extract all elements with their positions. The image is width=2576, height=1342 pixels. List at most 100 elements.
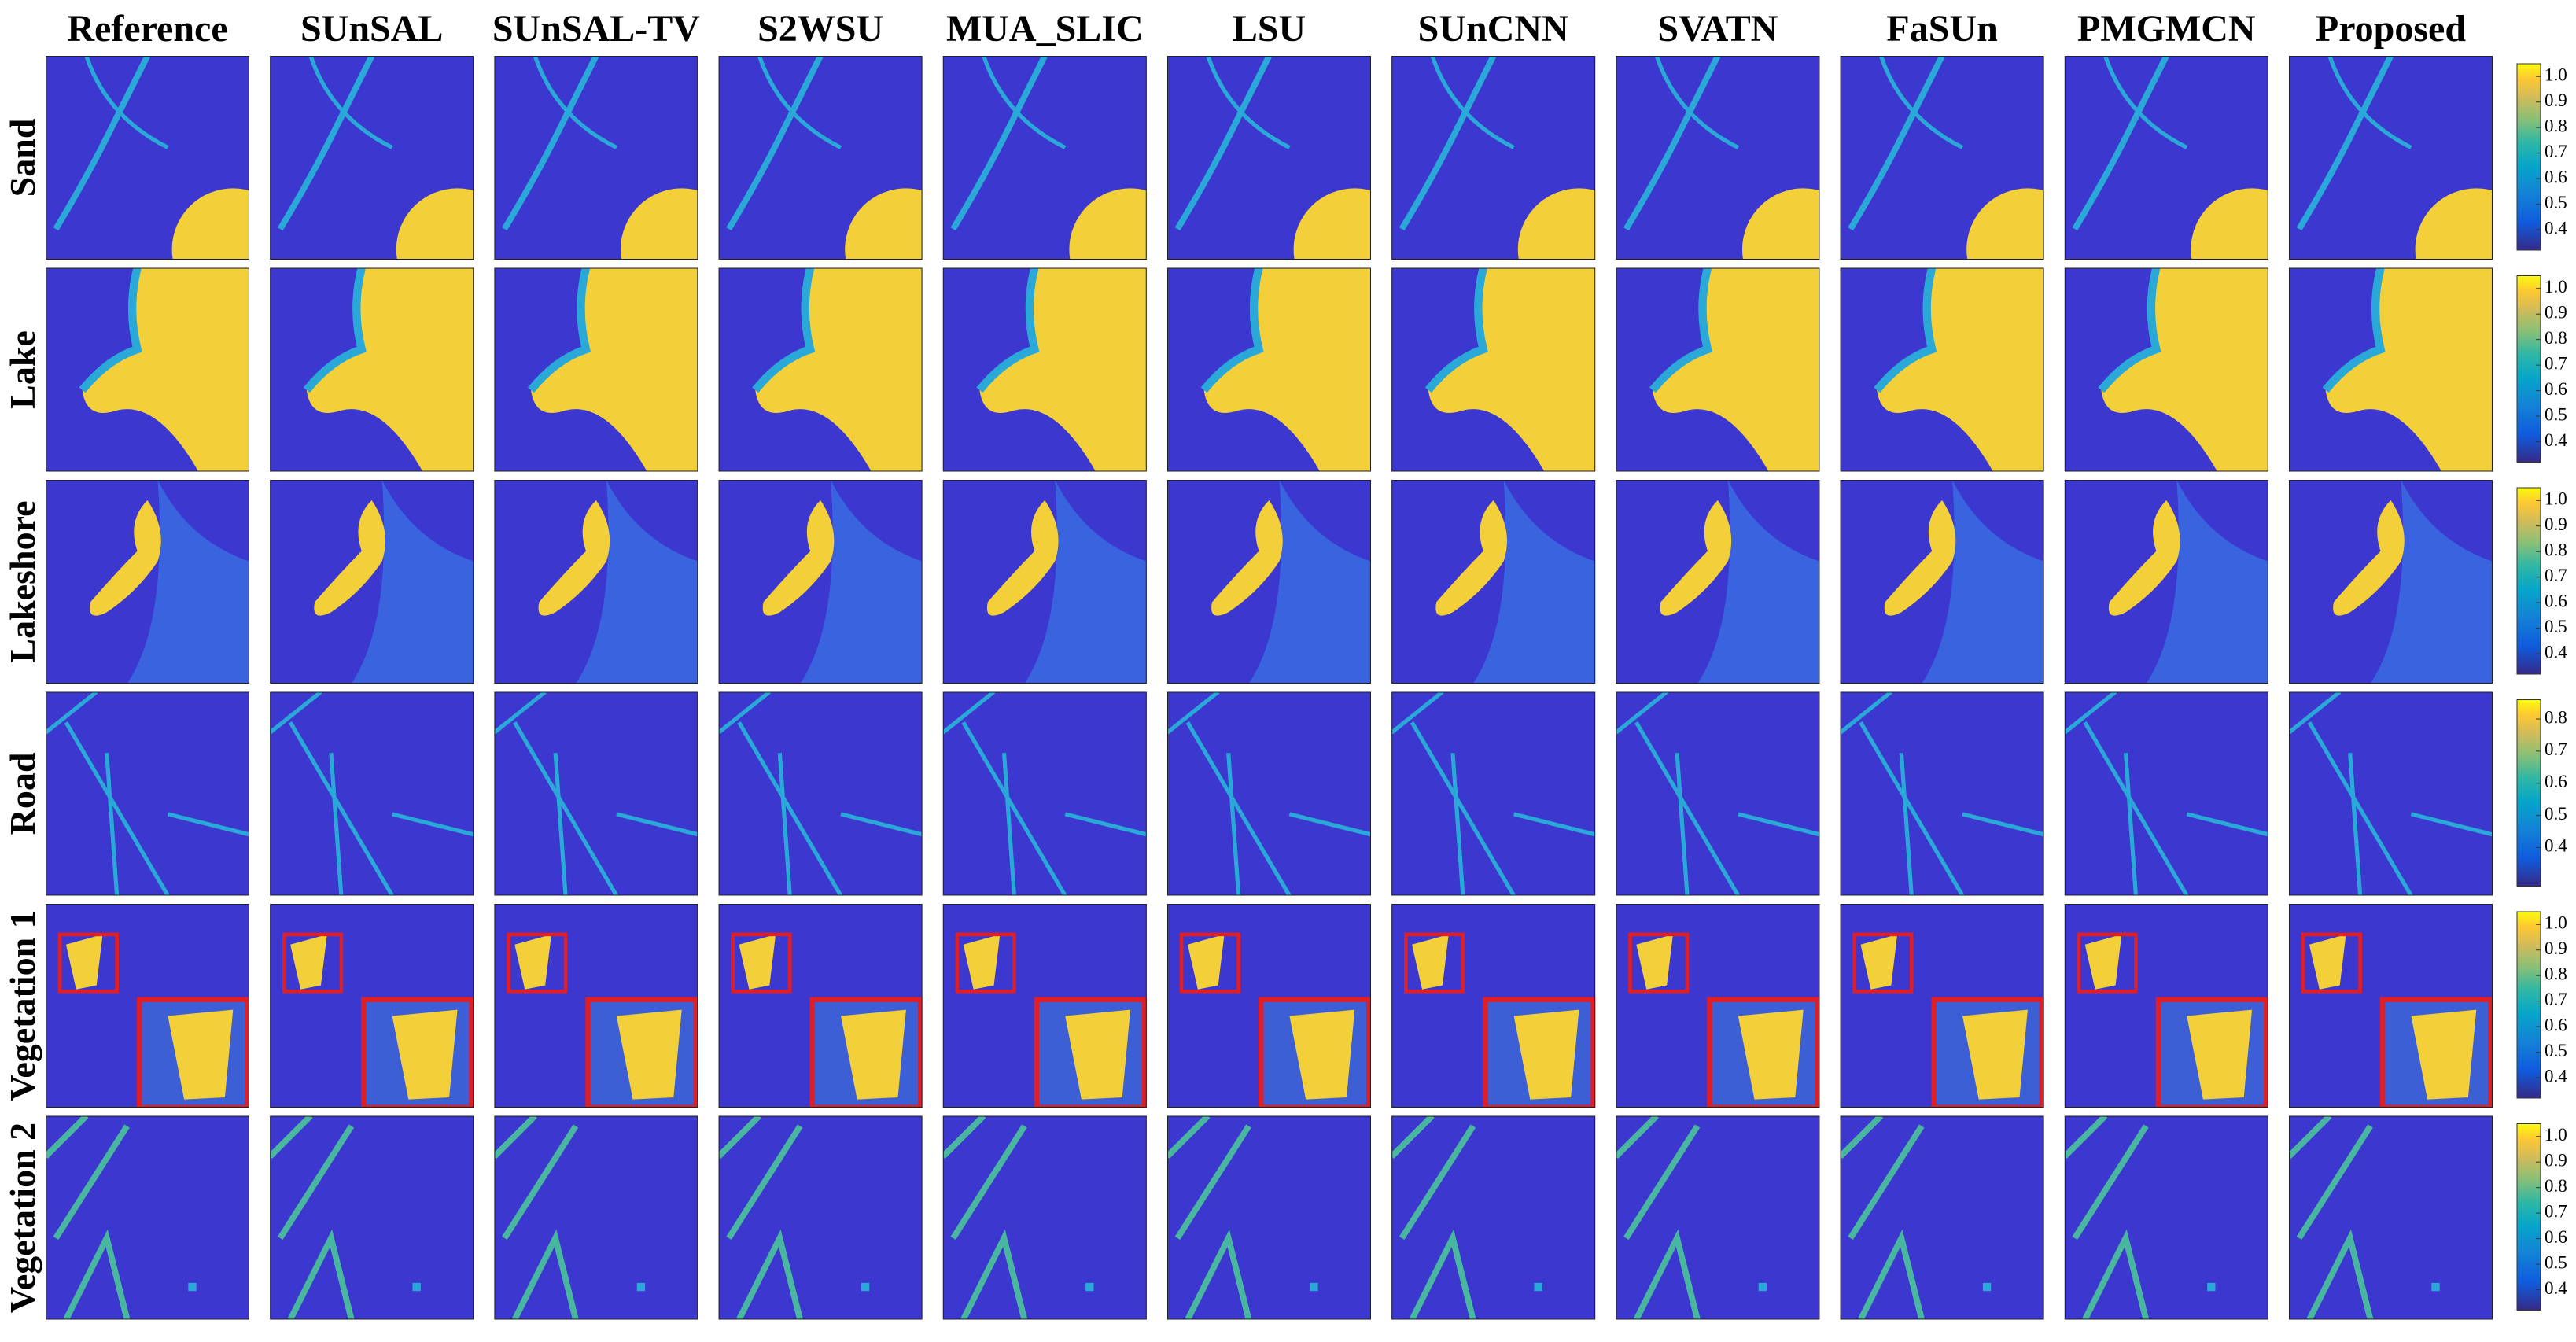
column-title: SVATN xyxy=(1657,8,1778,50)
abundance-map xyxy=(494,1115,698,1320)
abundance-map xyxy=(718,56,923,260)
field xyxy=(65,934,103,990)
blob xyxy=(755,267,923,472)
blob xyxy=(1435,500,1507,616)
abundance-map xyxy=(2064,56,2268,260)
road xyxy=(2064,691,2268,896)
abundance-map xyxy=(718,691,923,896)
abundance-map xyxy=(494,267,698,472)
zoom-box xyxy=(2077,932,2138,994)
abundance-map xyxy=(1840,1115,2044,1320)
colorbar-tick-label: 0.6 xyxy=(2545,1015,2567,1034)
abundance-map xyxy=(270,56,474,260)
map-bg xyxy=(2064,1115,2268,1320)
colorbar-tick-label: 0.6 xyxy=(2545,591,2567,610)
blob xyxy=(1966,188,2044,260)
shore xyxy=(1697,480,1820,684)
column-title: SUnSAL-TV xyxy=(492,8,700,50)
blob xyxy=(2191,188,2268,260)
abundance-map xyxy=(942,904,1147,1108)
colorbar-tick-label: 1.0 xyxy=(2545,489,2567,509)
blob xyxy=(90,500,161,616)
inset-field xyxy=(168,1009,234,1100)
map-bg xyxy=(1391,691,1596,896)
abundance-map xyxy=(2064,267,2268,472)
abundance-map xyxy=(1616,480,1820,684)
abundance-map xyxy=(270,691,474,896)
shore xyxy=(1922,480,2044,684)
abundance-map xyxy=(2289,691,2493,896)
blob xyxy=(1428,267,1596,472)
map-bg xyxy=(494,691,698,896)
blob xyxy=(762,500,835,616)
stream xyxy=(2072,56,2169,231)
abundance-map xyxy=(1391,480,1596,684)
map-bg xyxy=(2289,1115,2493,1320)
colorbar-tick-label: 0.4 xyxy=(2545,1066,2567,1086)
road xyxy=(494,691,698,896)
inset-field xyxy=(1065,1009,1131,1100)
blob xyxy=(314,500,385,616)
colorbar-tick-label: 0.8 xyxy=(2545,964,2567,983)
blob xyxy=(531,267,698,472)
edge xyxy=(976,267,1040,393)
field xyxy=(2309,934,2346,990)
stream xyxy=(757,56,842,149)
blob xyxy=(979,267,1147,472)
blob xyxy=(1884,500,1956,616)
veg xyxy=(636,1282,646,1292)
map-bg xyxy=(1616,691,1820,896)
map-bg xyxy=(718,1115,923,1320)
edge xyxy=(1424,267,1488,393)
zoom-box xyxy=(731,932,792,994)
stream xyxy=(1654,56,1739,149)
zoom-box xyxy=(1403,932,1465,994)
row-label: Vegetation 1 xyxy=(2,910,42,1101)
abundance-map xyxy=(2289,267,2493,472)
veg xyxy=(188,1282,197,1292)
stream xyxy=(1399,56,1497,231)
abundance-map xyxy=(942,1115,1147,1320)
blob xyxy=(171,188,249,260)
abundance-map xyxy=(1391,1115,1596,1320)
zoom-box xyxy=(2301,932,2362,994)
abundance-map xyxy=(718,904,923,1108)
colorbar xyxy=(2516,911,2541,1099)
colorbar-tick-label: 0.4 xyxy=(2545,1278,2567,1298)
inset-field xyxy=(1513,1009,1579,1100)
abundance-map xyxy=(1391,56,1596,260)
blob xyxy=(986,500,1059,616)
inset-field xyxy=(841,1009,906,1100)
blob xyxy=(1742,188,1820,260)
colorbar-tick-label: 0.7 xyxy=(2545,142,2567,161)
abundance-map xyxy=(1167,267,1371,472)
zoom-box xyxy=(1852,932,1914,994)
abundance-map xyxy=(1167,56,1371,260)
abundance-map xyxy=(1391,691,1596,896)
abundance-map xyxy=(718,480,923,684)
blob xyxy=(621,188,698,260)
field xyxy=(963,934,1001,990)
road xyxy=(1167,691,1371,896)
colorbar-tick-label: 0.6 xyxy=(2545,1227,2567,1247)
stream xyxy=(277,56,375,231)
colorbar-tick-label: 1.0 xyxy=(2545,65,2567,85)
abundance-map xyxy=(942,480,1147,684)
colorbar-tick-label: 0.6 xyxy=(2545,772,2567,791)
map-bg xyxy=(1616,1115,1820,1320)
inset-field xyxy=(392,1009,458,1100)
blob xyxy=(1203,267,1371,472)
colorbar-tick-label: 1.0 xyxy=(2545,277,2567,297)
veg xyxy=(1534,1282,1542,1292)
shore xyxy=(127,480,249,684)
abundance-map xyxy=(270,1115,474,1320)
veg xyxy=(46,1115,131,1320)
stream xyxy=(2327,56,2412,149)
shore xyxy=(1472,480,1596,684)
blob xyxy=(2108,500,2180,616)
zoom-box xyxy=(57,932,119,994)
abundance-map xyxy=(1840,691,2044,896)
map-bg xyxy=(1840,1115,2044,1320)
row-label: Road xyxy=(2,752,42,835)
colorbar-tick-label: 0.8 xyxy=(2545,116,2567,135)
